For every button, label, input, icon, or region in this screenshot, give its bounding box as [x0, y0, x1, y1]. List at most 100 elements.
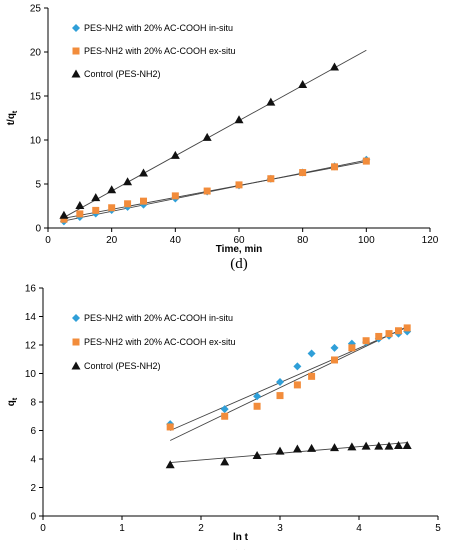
series-d-1 [60, 157, 370, 223]
data-point-e-0 [347, 339, 356, 348]
chart-d: 0 20 40 60 80 100 120 0 5 10 15 20 25 Time, min t/qt PE… [6, 4, 439, 273]
data-point-e-2 [347, 442, 357, 451]
data-point-e-2 [307, 443, 317, 452]
data-point-d-1 [124, 200, 132, 208]
data-point-e-2 [374, 441, 384, 450]
y-tick-label-e: 0 [30, 512, 36, 523]
y-tick-label-e: 16 [25, 284, 37, 295]
panel-label-e: (e) [232, 548, 249, 550]
x-tick-label-d: 60 [233, 235, 245, 246]
data-point-d-1 [235, 181, 243, 189]
data-point-d-1 [60, 215, 68, 223]
x-axis-label-d: Time, min [216, 244, 263, 255]
data-point-e-2 [402, 440, 412, 449]
y-tick-label-e: 12 [25, 341, 37, 352]
legend-label-e-2: Control (PES-NH2) [84, 361, 161, 371]
data-point-e-1 [308, 372, 316, 380]
legend-marker-e-1 [72, 338, 80, 346]
data-point-e-1 [375, 332, 383, 340]
legend-marker-d-0 [72, 24, 80, 32]
data-point-d-2 [139, 168, 148, 177]
x-tick-label-e: 0 [40, 523, 46, 534]
data-point-e-2 [292, 444, 302, 453]
data-point-d-1 [267, 175, 275, 183]
y-tick-label-d: 5 [35, 180, 41, 191]
legend-marker-d-1 [72, 47, 80, 55]
data-point-e-2 [394, 440, 403, 449]
data-point-d-2 [266, 97, 276, 106]
y-axis-label-sub-d: t [12, 110, 19, 113]
data-point-d-1 [140, 197, 147, 205]
data-point-d-2 [298, 80, 308, 89]
data-point-d-2 [330, 62, 339, 71]
legend-label-e-1: PES-NH2 with 20% AC-COOH ex-situ [84, 337, 236, 347]
series-e-1 [166, 324, 411, 431]
panel-label-d: (d) [230, 256, 248, 272]
data-point-d-2 [75, 201, 85, 210]
series-e-2 [165, 440, 412, 469]
y-tick-label-e: 10 [25, 369, 37, 380]
data-point-e-0 [307, 349, 316, 358]
data-point-e-1 [362, 337, 370, 345]
y-tick-label-d: 15 [30, 92, 42, 103]
legend-marker-e-2 [71, 361, 81, 370]
x-tick-label-e: 3 [277, 523, 283, 534]
data-point-d-2 [234, 115, 244, 124]
data-point-e-1 [395, 327, 402, 335]
legend-label-d-0: PES-NH2 with 20% AC-COOH in-situ [84, 23, 233, 33]
series-d-2 [59, 62, 339, 219]
data-point-d-2 [91, 193, 101, 202]
legend-marker-d-2 [71, 69, 81, 78]
x-tick-label-d: 40 [170, 235, 182, 246]
x-tick-label-e: 4 [356, 523, 362, 534]
x-tick-label-e: 1 [119, 523, 125, 534]
data-point-e-2 [252, 450, 262, 459]
data-point-d-1 [362, 157, 370, 165]
data-point-e-2 [220, 457, 230, 466]
data-point-e-2 [330, 443, 340, 452]
y-axis-label-e: qt [6, 397, 19, 406]
x-axis-label-e: ln t [233, 532, 249, 543]
y-tick-label-d: 20 [30, 48, 42, 59]
data-point-e-1 [385, 330, 393, 338]
y-axis-label-main-e: q [6, 400, 17, 406]
legend-label-e-0: PES-NH2 with 20% AC-COOH in-situ [84, 313, 233, 323]
data-point-e-1 [253, 402, 261, 410]
data-point-e-0 [330, 343, 339, 352]
fit-line-d-2 [63, 49, 367, 218]
x-tick-label-d: 0 [45, 235, 51, 246]
data-point-d-1 [92, 206, 100, 214]
x-tick-label-e: 2 [198, 523, 204, 534]
data-point-e-1 [221, 412, 229, 420]
y-tick-label-e: 14 [25, 312, 37, 323]
data-point-d-1 [299, 169, 307, 177]
data-point-e-1 [348, 344, 356, 352]
x-tick-label-d: 20 [106, 235, 118, 246]
data-point-e-0 [253, 392, 262, 401]
data-point-e-1 [276, 392, 284, 400]
y-tick-label-d: 25 [30, 4, 42, 15]
data-point-e-0 [293, 362, 302, 371]
data-point-d-2 [59, 210, 69, 219]
data-point-e-2 [384, 441, 394, 450]
fit-line-e-2 [170, 442, 408, 464]
y-tick-label-e: 4 [30, 455, 36, 466]
y-axis-label-main-d: t/q [6, 113, 17, 125]
x-tick-label-e: 5 [435, 523, 441, 534]
data-point-e-2 [165, 460, 175, 469]
data-point-d-1 [108, 204, 116, 212]
data-point-e-1 [331, 356, 339, 364]
data-point-e-0 [220, 405, 229, 414]
data-point-d-2 [202, 132, 212, 141]
data-point-e-0 [403, 327, 412, 336]
legend-label-d-1: PES-NH2 with 20% AC-COOH ex-situ [84, 46, 236, 56]
data-point-d-1 [171, 192, 179, 200]
y-tick-label-d: 10 [30, 136, 42, 147]
data-point-d-1 [203, 187, 211, 195]
data-point-e-2 [361, 441, 371, 450]
data-point-d-1 [76, 210, 84, 218]
data-point-d-2 [123, 177, 133, 186]
y-axis-label-sub-e: t [12, 397, 19, 400]
